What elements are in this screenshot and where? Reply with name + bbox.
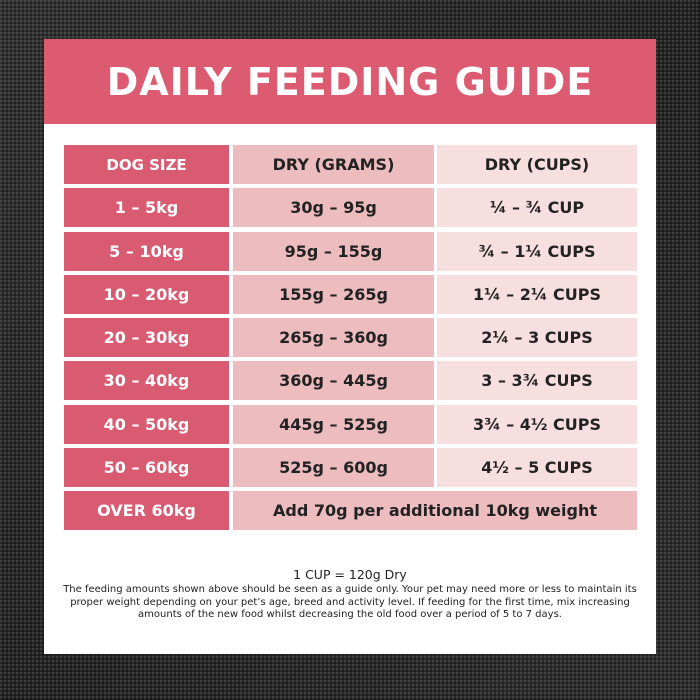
dry-grams-cell: 445g – 525g (233, 404, 434, 444)
table-row: 30 – 40kg 360g – 445g 3 – 3¾ CUPS (64, 361, 637, 401)
dry-cups-cell: 3¾ – 4½ CUPS (437, 404, 637, 444)
table-row: 1 – 5kg 30g – 95g ¼ – ¾ CUP (64, 188, 637, 228)
table-row: 20 – 30kg 265g – 360g 2¼ – 3 CUPS (64, 318, 637, 358)
dog-size-cell: 20 – 30kg (64, 318, 229, 358)
title-banner: DAILY FEEDING GUIDE (44, 39, 656, 124)
dry-grams-cell: 360g – 445g (233, 361, 434, 401)
dry-cups-cell: ¾ – 1¼ CUPS (437, 231, 637, 271)
dog-size-cell: 50 – 60kg (64, 448, 229, 488)
dry-cups-cell: 2¼ – 3 CUPS (437, 318, 637, 358)
feeding-disclaimer: The feeding amounts shown above should b… (63, 584, 637, 620)
dry-cups-cell: ¼ – ¾ CUP (437, 188, 637, 228)
feeding-table: DOG SIZE DRY (GRAMS) DRY (CUPS) 1 – 5kg … (64, 145, 637, 535)
table-row: 5 – 10kg 95g – 155g ¾ – 1¼ CUPS (64, 231, 637, 271)
table-row: 10 – 20kg 155g – 265g 1¼ – 2¼ CUPS (64, 274, 637, 314)
dog-size-cell: 30 – 40kg (64, 361, 229, 401)
dog-size-cell: 40 – 50kg (64, 404, 229, 444)
dog-size-cell: 1 – 5kg (64, 188, 229, 228)
table-row-over-60kg: OVER 60kg Add 70g per additional 10kg we… (64, 491, 637, 531)
dry-cups-cell: 1¼ – 2¼ CUPS (437, 274, 637, 314)
dry-grams-cell: 95g – 155g (233, 231, 434, 271)
page-title: DAILY FEEDING GUIDE (106, 59, 594, 104)
footer: 1 CUP = 120g Dry The feeding amounts sho… (44, 567, 656, 622)
table-header-row: DOG SIZE DRY (GRAMS) DRY (CUPS) (64, 145, 637, 184)
feeding-guide-card: DAILY FEEDING GUIDE DOG SIZE DRY (GRAMS)… (44, 39, 656, 654)
dry-grams-cell: 155g – 265g (233, 274, 434, 314)
dry-grams-cell: 265g – 360g (233, 318, 434, 358)
cup-conversion: 1 CUP = 120g Dry (293, 567, 407, 582)
dog-size-cell: 5 – 10kg (64, 231, 229, 271)
dry-cups-cell: 4½ – 5 CUPS (437, 448, 637, 488)
dog-size-cell: OVER 60kg (64, 491, 229, 531)
additional-weight-note: Add 70g per additional 10kg weight (233, 491, 637, 531)
dog-size-cell: 10 – 20kg (64, 274, 229, 314)
table-row: 40 – 50kg 445g – 525g 3¾ – 4½ CUPS (64, 404, 637, 444)
dry-grams-cell: 30g – 95g (233, 188, 434, 228)
table-row: 50 – 60kg 525g – 600g 4½ – 5 CUPS (64, 448, 637, 488)
dry-cups-cell: 3 – 3¾ CUPS (437, 361, 637, 401)
header-dry-cups: DRY (CUPS) (437, 145, 637, 184)
dry-grams-cell: 525g – 600g (233, 448, 434, 488)
header-dog-size: DOG SIZE (64, 145, 229, 184)
header-dry-grams: DRY (GRAMS) (233, 145, 434, 184)
